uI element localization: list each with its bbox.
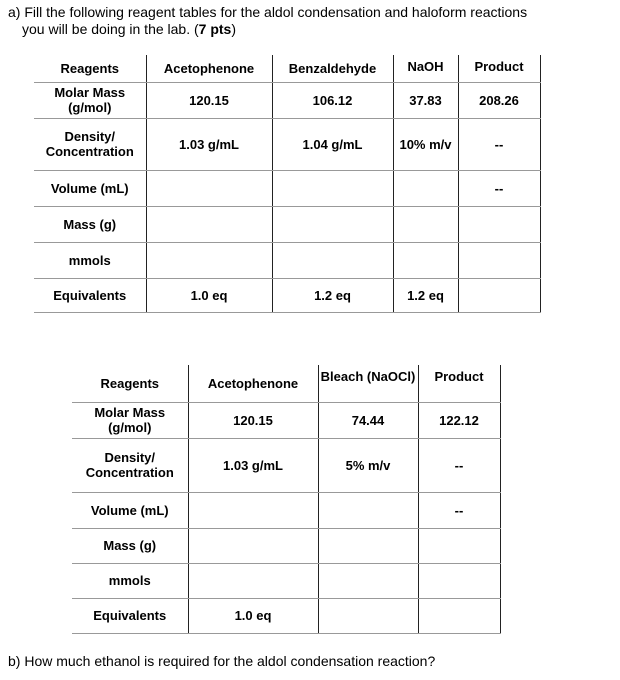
- table-row: Mass (g): [72, 528, 501, 564]
- table-cell: 208.26: [457, 82, 541, 119]
- input-cell[interactable]: [317, 528, 418, 564]
- question-a: a) Fill the following reagent tables for…: [8, 4, 613, 38]
- row-label: Molar Mass (g/mol): [34, 82, 146, 119]
- question-a-line1: a) Fill the following reagent tables for…: [8, 4, 528, 20]
- table-cell: 106.12: [271, 82, 393, 119]
- input-cell[interactable]: [187, 563, 318, 599]
- input-cell[interactable]: [317, 598, 418, 634]
- table-row: Molar Mass (g/mol) 120.15 74.44 122.12: [72, 402, 501, 439]
- table-cell: 120.15: [187, 402, 318, 439]
- table-cell: 74.44: [317, 402, 418, 439]
- input-cell[interactable]: [145, 242, 272, 279]
- row-label: Molar Mass (g/mol): [72, 402, 188, 439]
- row-label: mmols: [34, 242, 146, 279]
- haloform-reagent-table: Reagents Acetophenone Bleach (NaOCl) Produc…: [72, 365, 501, 634]
- input-cell[interactable]: [392, 242, 458, 279]
- input-cell[interactable]: [271, 170, 393, 207]
- row-label: Mass (g): [72, 528, 188, 564]
- input-cell[interactable]: [271, 242, 393, 279]
- table-row: Mass (g): [34, 206, 541, 243]
- table-row: Equivalents 1.0 eq 1.2 eq 1.2 eq: [34, 278, 541, 313]
- row-label: Volume (mL): [34, 170, 146, 207]
- aldol-reagent-table: Reagents Acetophenone Benzaldehyde NaOH Prod…: [34, 55, 541, 313]
- table-row: Density/ Concentration 1.03 g/mL 5% m/v --: [72, 438, 501, 493]
- input-cell[interactable]: [145, 206, 272, 243]
- input-cell[interactable]: [145, 170, 272, 207]
- question-a-close: ): [231, 21, 237, 37]
- row-label: Equivalents: [72, 598, 188, 634]
- column-header: Benzaldehyde: [271, 55, 393, 83]
- table-cell: 1.2 eq: [271, 278, 393, 313]
- table-row: Molar Mass (g/mol) 120.15 106.12 37.83 208.2…: [34, 82, 541, 119]
- input-cell[interactable]: [392, 206, 458, 243]
- table-row: mmols: [72, 563, 501, 599]
- table-cell: 10% m/v: [392, 118, 458, 171]
- table-cell: 1.04 g/mL: [271, 118, 393, 171]
- table-row: Equivalents 1.0 eq: [72, 598, 501, 634]
- input-cell[interactable]: [187, 492, 318, 529]
- table-row: Density/ Concentration 1.03 g/mL 1.04 g/mL…: [34, 118, 541, 171]
- table-cell: --: [417, 492, 501, 529]
- question-a-text: you will be doing in the lab. (: [22, 21, 199, 37]
- table-cell: 120.15: [145, 82, 272, 119]
- column-header: Acetophenone: [187, 365, 318, 403]
- table-cell: 5% m/v: [317, 438, 418, 493]
- table-cell: 122.12: [417, 402, 501, 439]
- input-cell[interactable]: [392, 170, 458, 207]
- table-row: Volume (mL) --: [72, 492, 501, 529]
- row-label: Mass (g): [34, 206, 146, 243]
- header-row: Reagents Acetophenone Bleach (NaOCl) Produc…: [72, 365, 501, 403]
- row-label: Density/ Concentration: [34, 118, 146, 171]
- input-cell[interactable]: [317, 563, 418, 599]
- table-cell: --: [457, 118, 541, 171]
- input-cell[interactable]: [187, 528, 318, 564]
- row-label: Density/ Concentration: [72, 438, 188, 493]
- column-header: Acetophenone: [145, 55, 272, 83]
- table-cell: 1.03 g/mL: [145, 118, 272, 171]
- input-cell[interactable]: [417, 528, 501, 564]
- table-cell: 1.2 eq: [392, 278, 458, 313]
- input-cell[interactable]: [457, 206, 541, 243]
- table-cell: 1.0 eq: [145, 278, 272, 313]
- table-cell: 1.03 g/mL: [187, 438, 318, 493]
- column-header: Bleach (NaOCl): [317, 365, 418, 403]
- table-row: mmols: [34, 242, 541, 279]
- input-cell[interactable]: [417, 563, 501, 599]
- input-cell[interactable]: [271, 206, 393, 243]
- column-header: NaOH: [392, 55, 458, 83]
- input-cell[interactable]: [317, 492, 418, 529]
- table-row: Volume (mL) --: [34, 170, 541, 207]
- table-cell: 1.0 eq: [187, 598, 318, 634]
- row-label: mmols: [72, 563, 188, 599]
- input-cell[interactable]: [457, 278, 541, 313]
- column-header: Product: [417, 365, 501, 403]
- row-label: Equivalents: [34, 278, 146, 313]
- column-header: Reagents: [34, 55, 146, 83]
- points: 7 pts: [198, 21, 232, 37]
- table-cell: --: [457, 170, 541, 207]
- input-cell[interactable]: [457, 242, 541, 279]
- table-cell: --: [417, 438, 501, 493]
- question-a-line2: you will be doing in the lab. (7 pts): [8, 21, 613, 38]
- input-cell[interactable]: [417, 598, 501, 634]
- table-cell: 37.83: [392, 82, 458, 119]
- question-b: b) How much ethanol is required for the …: [8, 653, 436, 669]
- header-row: Reagents Acetophenone Benzaldehyde NaOH Prod…: [34, 55, 541, 83]
- column-header: Product: [457, 55, 541, 83]
- row-label: Volume (mL): [72, 492, 188, 529]
- column-header: Reagents: [72, 365, 188, 403]
